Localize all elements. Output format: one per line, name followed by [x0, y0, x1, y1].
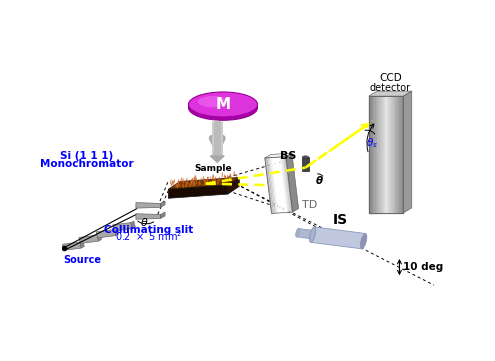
Bar [395, 96, 396, 213]
Bar [376, 96, 377, 213]
Polygon shape [97, 234, 101, 241]
Bar [381, 96, 383, 213]
Text: Si (1 1 1): Si (1 1 1) [60, 151, 113, 161]
Ellipse shape [189, 92, 257, 117]
Bar [396, 96, 398, 213]
Bar [392, 96, 394, 213]
Polygon shape [266, 158, 274, 213]
Polygon shape [275, 157, 283, 213]
Polygon shape [131, 221, 135, 229]
Polygon shape [276, 157, 284, 213]
Bar [372, 96, 373, 213]
Polygon shape [228, 177, 239, 194]
Ellipse shape [296, 229, 299, 237]
Text: Source: Source [63, 255, 101, 265]
Text: $\theta_s$: $\theta_s$ [366, 136, 378, 150]
Bar [369, 96, 403, 213]
Text: BS: BS [280, 151, 296, 161]
Polygon shape [62, 242, 81, 251]
Text: M: M [215, 97, 231, 112]
Bar [387, 96, 388, 213]
Polygon shape [285, 157, 293, 212]
Text: TD: TD [301, 200, 317, 209]
Bar [391, 96, 392, 213]
Ellipse shape [189, 95, 257, 120]
Bar [398, 96, 399, 213]
Polygon shape [283, 157, 291, 212]
Text: IS: IS [333, 213, 347, 227]
Bar [402, 96, 403, 213]
Text: Sample: Sample [194, 164, 232, 173]
Bar [384, 96, 385, 213]
Bar [383, 96, 384, 213]
Text: θ: θ [141, 218, 148, 228]
Bar [388, 96, 390, 213]
Polygon shape [302, 157, 308, 171]
Text: $0.2\ \times\ 5\ \mathrm{mm}^2$: $0.2\ \times\ 5\ \mathrm{mm}^2$ [114, 230, 182, 243]
Polygon shape [114, 228, 119, 236]
Polygon shape [96, 230, 116, 238]
Polygon shape [277, 157, 286, 213]
Polygon shape [80, 240, 84, 248]
Polygon shape [160, 212, 165, 218]
Polygon shape [136, 214, 160, 219]
Polygon shape [113, 223, 132, 231]
Text: Collimating slit: Collimating slit [103, 225, 193, 235]
Polygon shape [369, 91, 412, 96]
Polygon shape [282, 157, 290, 212]
Polygon shape [210, 156, 224, 162]
Text: 10 deg: 10 deg [403, 262, 444, 272]
Text: detector: detector [370, 83, 411, 93]
Bar [373, 96, 374, 213]
Bar [377, 96, 379, 213]
Text: CCD: CCD [379, 73, 401, 83]
Bar [400, 96, 402, 213]
Polygon shape [168, 185, 228, 198]
Ellipse shape [360, 234, 367, 249]
Bar [399, 96, 400, 213]
Polygon shape [279, 157, 287, 213]
Bar [394, 96, 395, 213]
Bar [390, 96, 391, 213]
Polygon shape [270, 158, 279, 213]
Polygon shape [311, 227, 365, 249]
Polygon shape [272, 157, 280, 213]
Bar [380, 96, 381, 213]
Bar [369, 96, 370, 213]
Bar [370, 96, 372, 213]
Polygon shape [286, 153, 298, 212]
Polygon shape [268, 158, 276, 213]
Polygon shape [297, 229, 314, 239]
Text: Monochromator: Monochromator [40, 159, 134, 169]
Polygon shape [265, 158, 273, 213]
Text: θ: θ [316, 176, 323, 186]
Ellipse shape [198, 96, 229, 107]
Polygon shape [269, 158, 277, 213]
Ellipse shape [309, 227, 316, 242]
Bar [385, 96, 387, 213]
Polygon shape [265, 153, 292, 158]
Polygon shape [403, 91, 412, 213]
Polygon shape [160, 201, 165, 207]
Polygon shape [79, 235, 99, 243]
Polygon shape [168, 177, 239, 189]
Ellipse shape [302, 156, 308, 159]
Polygon shape [136, 203, 160, 208]
Polygon shape [280, 157, 288, 213]
Polygon shape [273, 157, 281, 213]
Bar [374, 96, 376, 213]
Bar [379, 96, 380, 213]
